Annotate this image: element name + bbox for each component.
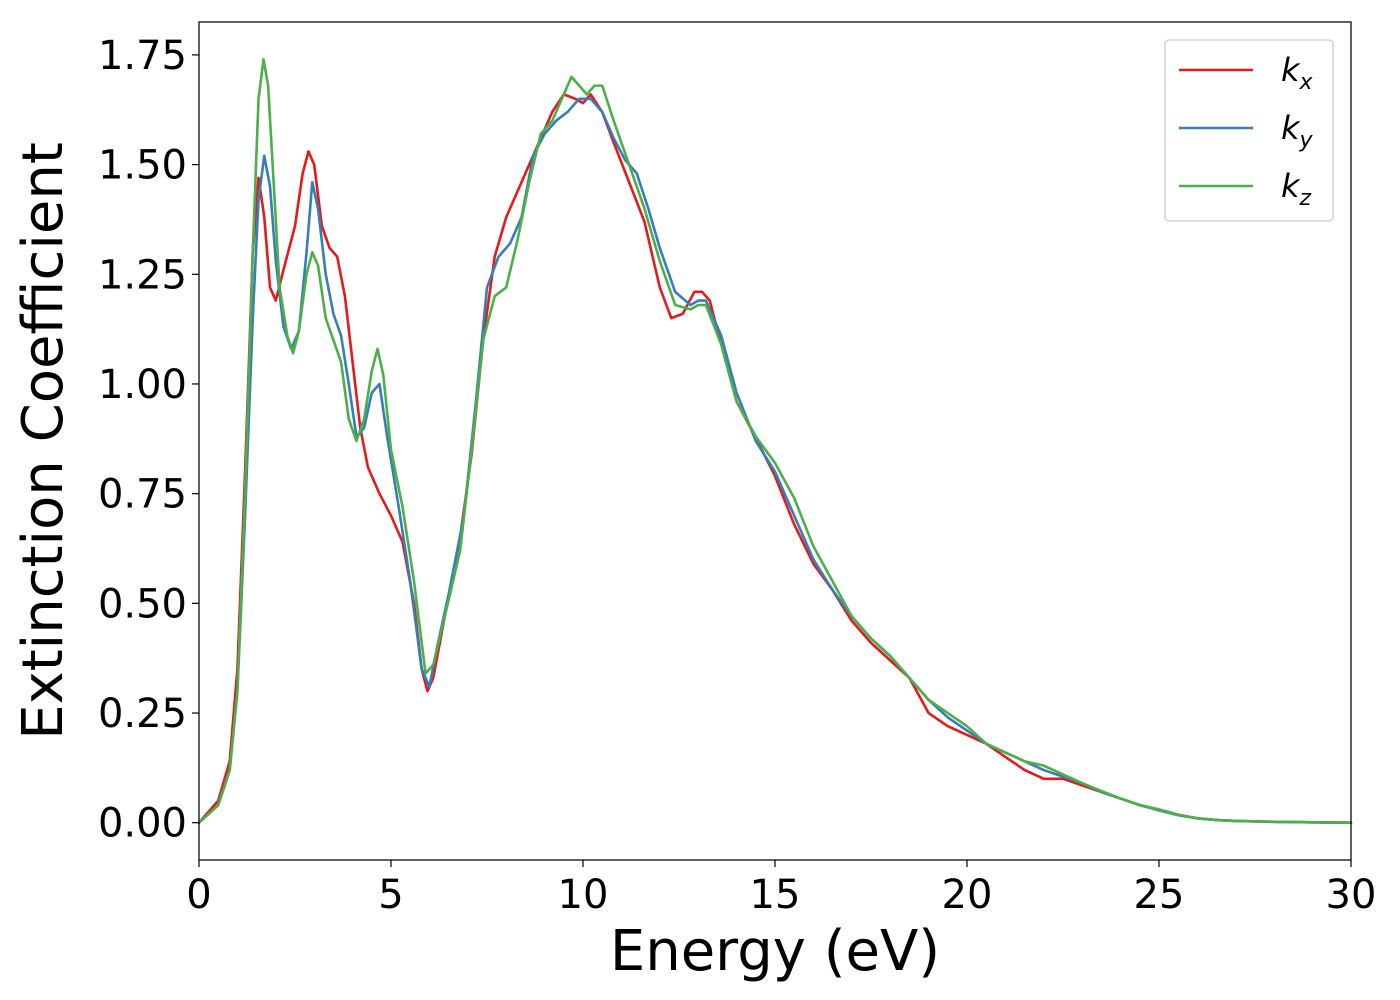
y-tick-label: 1.75 bbox=[98, 33, 187, 79]
y-tick-label: 1.25 bbox=[98, 252, 187, 298]
legend-box bbox=[1164, 39, 1334, 222]
x-tick-label: 10 bbox=[558, 872, 609, 918]
x-tick-label: 30 bbox=[1326, 872, 1377, 918]
x-tick-label: 25 bbox=[1134, 872, 1185, 918]
y-axis-title: Extinction Coefficient bbox=[11, 142, 76, 740]
x-tick-label: 15 bbox=[750, 872, 801, 918]
x-tick-label: 20 bbox=[942, 872, 993, 918]
y-tick-label: 1.00 bbox=[98, 362, 187, 408]
x-axis: 0 5 10 15 20 25 30 bbox=[186, 860, 1376, 918]
series-line-x bbox=[197, 93, 1353, 825]
y-tick-label: 1.50 bbox=[98, 143, 187, 189]
x-tick-label: 0 bbox=[186, 872, 211, 918]
y-tick-label: 0.75 bbox=[98, 472, 187, 518]
y-axis: 0.00 0.25 0.50 0.75 1.00 1.25 1.50 1.75 bbox=[98, 33, 199, 847]
series-line-z bbox=[197, 57, 1353, 825]
y-tick-label: 0.00 bbox=[98, 801, 187, 847]
x-axis-title: Energy (eV) bbox=[610, 919, 940, 984]
series-layer bbox=[197, 57, 1353, 825]
x-tick-label: 5 bbox=[378, 872, 403, 918]
y-tick-label: 0.25 bbox=[98, 691, 187, 737]
legend-label-y: ky bbox=[1281, 109, 1314, 153]
y-tick-label: 0.50 bbox=[98, 581, 187, 627]
